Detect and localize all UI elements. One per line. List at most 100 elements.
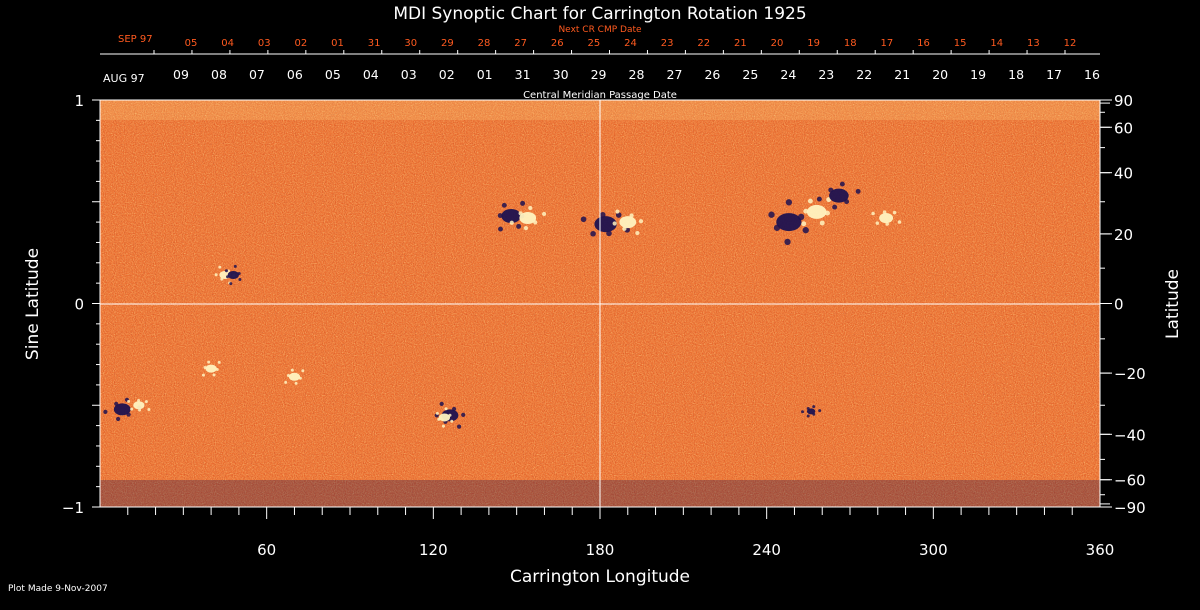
active-region-core (227, 271, 239, 280)
active-region-positive (284, 368, 305, 385)
active-region-speck (590, 230, 596, 237)
active-region-speck (498, 226, 503, 232)
active-region-speck (844, 199, 850, 205)
active-region-positive (612, 209, 644, 236)
next-cr-date-label: 25 (588, 38, 601, 49)
right-tick-label: −60 (1114, 472, 1146, 490)
active-regions (103, 181, 902, 429)
next-cr-date-label: 22 (697, 38, 710, 49)
next-cr-date-label: 27 (514, 38, 527, 49)
active-region-speck (812, 412, 816, 416)
active-region-speck (284, 380, 288, 384)
active-region-speck (215, 367, 219, 371)
left-axis-ticks (92, 99, 100, 508)
cmp-date-label: 05 (325, 67, 341, 82)
cmp-date-label: 19 (970, 67, 986, 82)
active-region-speck (130, 407, 134, 411)
active-region-speck (533, 220, 538, 225)
cmp-date-label: 07 (249, 67, 265, 82)
active-region-speck (456, 424, 462, 429)
left-tick-label: 1 (74, 92, 84, 110)
active-region-speck (806, 414, 810, 418)
active-region-speck (218, 265, 222, 269)
next-cr-date-label: 23 (661, 38, 674, 49)
active-region-speck (885, 222, 889, 226)
cmp-date-label: 08 (211, 67, 227, 82)
next-cr-date-labels: 05 04 03 02 01 31 30 29 28 27 26 25 24 23 22 21 20 19 18 17… (185, 38, 1077, 49)
active-region-speck (802, 227, 809, 234)
next-cr-date-label: 31 (368, 38, 381, 49)
active-region-speck (301, 369, 305, 373)
next-cr-date-label: 18 (844, 38, 857, 49)
cmp-axis-title: Central Meridian Passage Date (523, 90, 677, 101)
active-region-speck (127, 399, 131, 403)
active-region-speck (806, 407, 810, 411)
active-region-speck (784, 238, 791, 246)
active-region-speck (203, 366, 207, 370)
active-region-speck (801, 410, 805, 414)
cmp-date-label: 02 (439, 67, 455, 82)
active-region-speck (828, 187, 834, 193)
active-region-speck (103, 409, 108, 414)
x-tick-label: 60 (257, 541, 276, 559)
next-cr-date-label: 19 (807, 38, 820, 49)
active-region-speck (126, 412, 131, 417)
active-region-core (133, 401, 145, 410)
next-cr-date-label: 29 (441, 38, 454, 49)
right-tick-label: 60 (1114, 119, 1133, 137)
active-region-core (879, 213, 894, 224)
cmp-date-label: 25 (742, 67, 758, 82)
active-region-speck (622, 226, 627, 231)
active-region-speck (290, 368, 294, 372)
active-region-speck (439, 401, 444, 406)
active-region-speck (606, 230, 612, 237)
active-region-positive (127, 398, 151, 412)
cmp-date-label: 26 (704, 67, 720, 82)
right-tick-label: 20 (1114, 226, 1133, 244)
active-region-speck (523, 226, 529, 231)
active-region-speck (816, 196, 822, 202)
active-region-positive (435, 407, 454, 428)
next-cr-date-label: 04 (221, 38, 234, 49)
active-region-speck (144, 400, 148, 404)
active-region-speck (871, 211, 875, 216)
active-region-speck (509, 220, 514, 225)
next-cr-date-label: 28 (478, 38, 491, 49)
active-region-core (806, 408, 816, 415)
active-region-core (205, 364, 217, 373)
active-region-speck (629, 213, 634, 218)
left-tick-label: −1 (62, 499, 84, 517)
next-cr-date-ticks (153, 50, 1066, 54)
active-region-speck (812, 405, 816, 409)
active-region-speck (220, 277, 224, 281)
cmp-date-label: 01 (477, 67, 493, 82)
cmp-date-label: 29 (591, 67, 607, 82)
active-region-speck (452, 406, 457, 412)
right-axis-label: Latitude (1163, 269, 1183, 339)
active-region-speck (461, 412, 466, 417)
active-region-speck (768, 211, 775, 218)
active-region-speck (201, 373, 205, 377)
cmp-date-label: 28 (629, 67, 645, 82)
next-cr-date-label: 26 (551, 38, 564, 49)
next-cr-date-label: 20 (771, 38, 784, 49)
active-region-negative (224, 264, 242, 286)
current-month-label: AUG 97 (103, 72, 145, 85)
active-region-speck (224, 269, 228, 273)
active-region-speck (599, 211, 606, 218)
active-region-speck (233, 264, 237, 268)
active-region-speck (448, 413, 452, 417)
active-region-speck (294, 381, 298, 385)
active-region-speck (807, 198, 813, 204)
active-region-speck (612, 221, 617, 226)
active-region-speck (450, 419, 454, 423)
cmp-date-labels: 09 08 07 06 05 04 03 02 01 31 30 29 28 27 26 25 24 23 22 21… (173, 67, 1100, 82)
active-region-speck (801, 221, 807, 227)
next-cr-date-label: 15 (954, 38, 967, 49)
right-tick-label: −20 (1114, 365, 1146, 383)
active-region-positive (509, 205, 547, 231)
active-region-speck (875, 221, 880, 225)
active-region-negative (816, 181, 861, 210)
cmp-date-label: 31 (515, 67, 531, 82)
active-region-speck (528, 205, 533, 211)
